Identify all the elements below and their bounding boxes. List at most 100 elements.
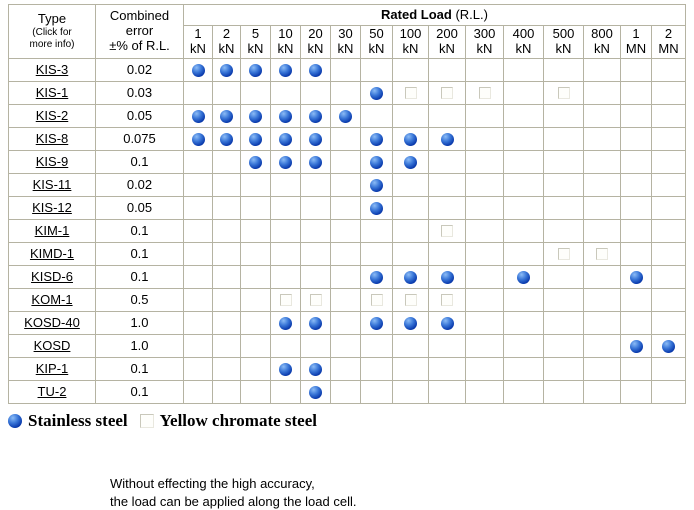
- load-cell: [270, 380, 301, 404]
- load-cell: [428, 311, 466, 335]
- type-link-KOM-1[interactable]: KOM-1: [31, 291, 73, 307]
- type-link-KIS-3[interactable]: KIS-3: [35, 61, 69, 77]
- load-cell: [212, 196, 241, 220]
- yellow-chromate-square-icon: [441, 294, 453, 307]
- load-cell: [240, 196, 271, 220]
- load-cell: [428, 104, 466, 128]
- error-value: 1.0: [95, 311, 184, 335]
- load-cell: [651, 150, 686, 174]
- error-value: 0.1: [95, 219, 184, 243]
- type-cell: KIP-1: [8, 357, 96, 381]
- load-cell: [543, 127, 584, 151]
- load-cell: [543, 150, 584, 174]
- stainless-steel-ball-icon: [629, 339, 643, 353]
- load-cell: [330, 173, 361, 197]
- type-column-header: Type (Click for more info): [8, 4, 96, 59]
- stainless-steel-ball-icon: [220, 109, 233, 123]
- type-cell: KIS-3: [8, 58, 96, 82]
- load-cell: [620, 380, 652, 404]
- stainless-steel-ball-icon: [279, 109, 292, 123]
- table-row: KIS-9 0.1: [8, 150, 686, 174]
- type-link-KISD-6[interactable]: KISD-6: [31, 268, 73, 284]
- type-link-TU-2[interactable]: TU-2: [37, 383, 67, 399]
- load-cell: [583, 380, 621, 404]
- load-column-header-50kN: 50 kN: [360, 25, 393, 59]
- load-cell: [583, 173, 621, 197]
- stainless-steel-ball-icon: [249, 109, 262, 123]
- type-cell: KOSD-40: [8, 311, 96, 335]
- stainless-steel-ball-icon: [370, 316, 383, 330]
- load-cell: [212, 380, 241, 404]
- table-row: KOSD 1.0: [8, 334, 686, 358]
- load-cell: [651, 334, 686, 358]
- load-cell: [300, 357, 331, 381]
- load-column-header-2MN: 2 MN: [651, 25, 686, 59]
- load-cell: [465, 288, 504, 312]
- type-link-KIS-8[interactable]: KIS-8: [35, 130, 69, 146]
- yellow-chromate-square-icon: [478, 87, 491, 100]
- stainless-steel-ball-icon: [629, 270, 643, 284]
- stainless-steel-ball-icon: [370, 201, 383, 215]
- stainless-steel-ball-icon: [220, 63, 233, 77]
- type-link-KIS-2[interactable]: KIS-2: [35, 107, 69, 123]
- load-cell: [240, 311, 271, 335]
- load-cell: [392, 219, 429, 243]
- type-link-KIS-11[interactable]: KIS-11: [32, 176, 72, 192]
- stainless-steel-ball-icon: [309, 155, 322, 169]
- stainless-steel-ball-icon: [404, 316, 417, 330]
- legend-stainless-label: Stainless steel: [28, 411, 128, 430]
- type-link-KIS-9[interactable]: KIS-9: [35, 153, 69, 169]
- load-column-header-1kN: 1 kN: [183, 25, 213, 59]
- stainless-steel-ball-icon: [8, 414, 22, 428]
- type-link-KIP-1[interactable]: KIP-1: [35, 360, 69, 376]
- load-cell: [240, 81, 271, 105]
- stainless-steel-ball-icon: [249, 155, 262, 169]
- load-column-header-100kN: 100 kN: [392, 25, 429, 59]
- stainless-steel-ball-icon: [440, 316, 454, 330]
- load-cell: [360, 127, 393, 151]
- load-cell: [392, 242, 429, 266]
- type-cell: TU-2: [8, 380, 96, 404]
- load-cell: [360, 173, 393, 197]
- load-cell: [428, 265, 466, 289]
- type-link-KIM-1[interactable]: KIM-1: [34, 222, 70, 238]
- load-column-header-20kN: 20 kN: [300, 25, 331, 59]
- load-cell: [300, 81, 331, 105]
- load-cell: [392, 104, 429, 128]
- load-cell: [651, 58, 686, 82]
- yellow-chromate-square-icon: [557, 248, 570, 261]
- load-cell: [392, 311, 429, 335]
- table-row: KIS-11 0.02: [8, 173, 686, 197]
- stainless-steel-ball-icon: [370, 132, 383, 146]
- load-cell: [620, 173, 652, 197]
- load-cell: [212, 334, 241, 358]
- load-cell: [465, 334, 504, 358]
- load-cell: [503, 265, 544, 289]
- load-cell: [503, 288, 544, 312]
- stainless-steel-ball-icon: [309, 362, 322, 376]
- type-link-KIS-12[interactable]: KIS-12: [32, 199, 72, 215]
- load-cell: [503, 58, 544, 82]
- stainless-steel-ball-icon: [370, 178, 383, 192]
- load-cell: [651, 380, 686, 404]
- type-link-KIS-1[interactable]: KIS-1: [35, 84, 69, 100]
- load-column-header-5kN: 5 kN: [240, 25, 271, 59]
- type-link-KOSD[interactable]: KOSD: [33, 337, 71, 353]
- error-value: 0.1: [95, 357, 184, 381]
- load-cell: [651, 242, 686, 266]
- load-cell: [330, 242, 361, 266]
- load-cell: [620, 265, 652, 289]
- load-cell: [503, 81, 544, 105]
- load-cell: [212, 173, 241, 197]
- load-column-header-800kN: 800 kN: [583, 25, 621, 59]
- load-cell: [212, 265, 241, 289]
- load-cell: [212, 311, 241, 335]
- load-cell: [212, 127, 241, 151]
- load-cell: [330, 219, 361, 243]
- load-cell: [503, 127, 544, 151]
- load-cell: [183, 58, 213, 82]
- type-link-KOSD-40[interactable]: KOSD-40: [24, 314, 80, 330]
- type-link-KIMD-1[interactable]: KIMD-1: [29, 245, 75, 261]
- load-cell: [270, 265, 301, 289]
- load-cell: [543, 219, 584, 243]
